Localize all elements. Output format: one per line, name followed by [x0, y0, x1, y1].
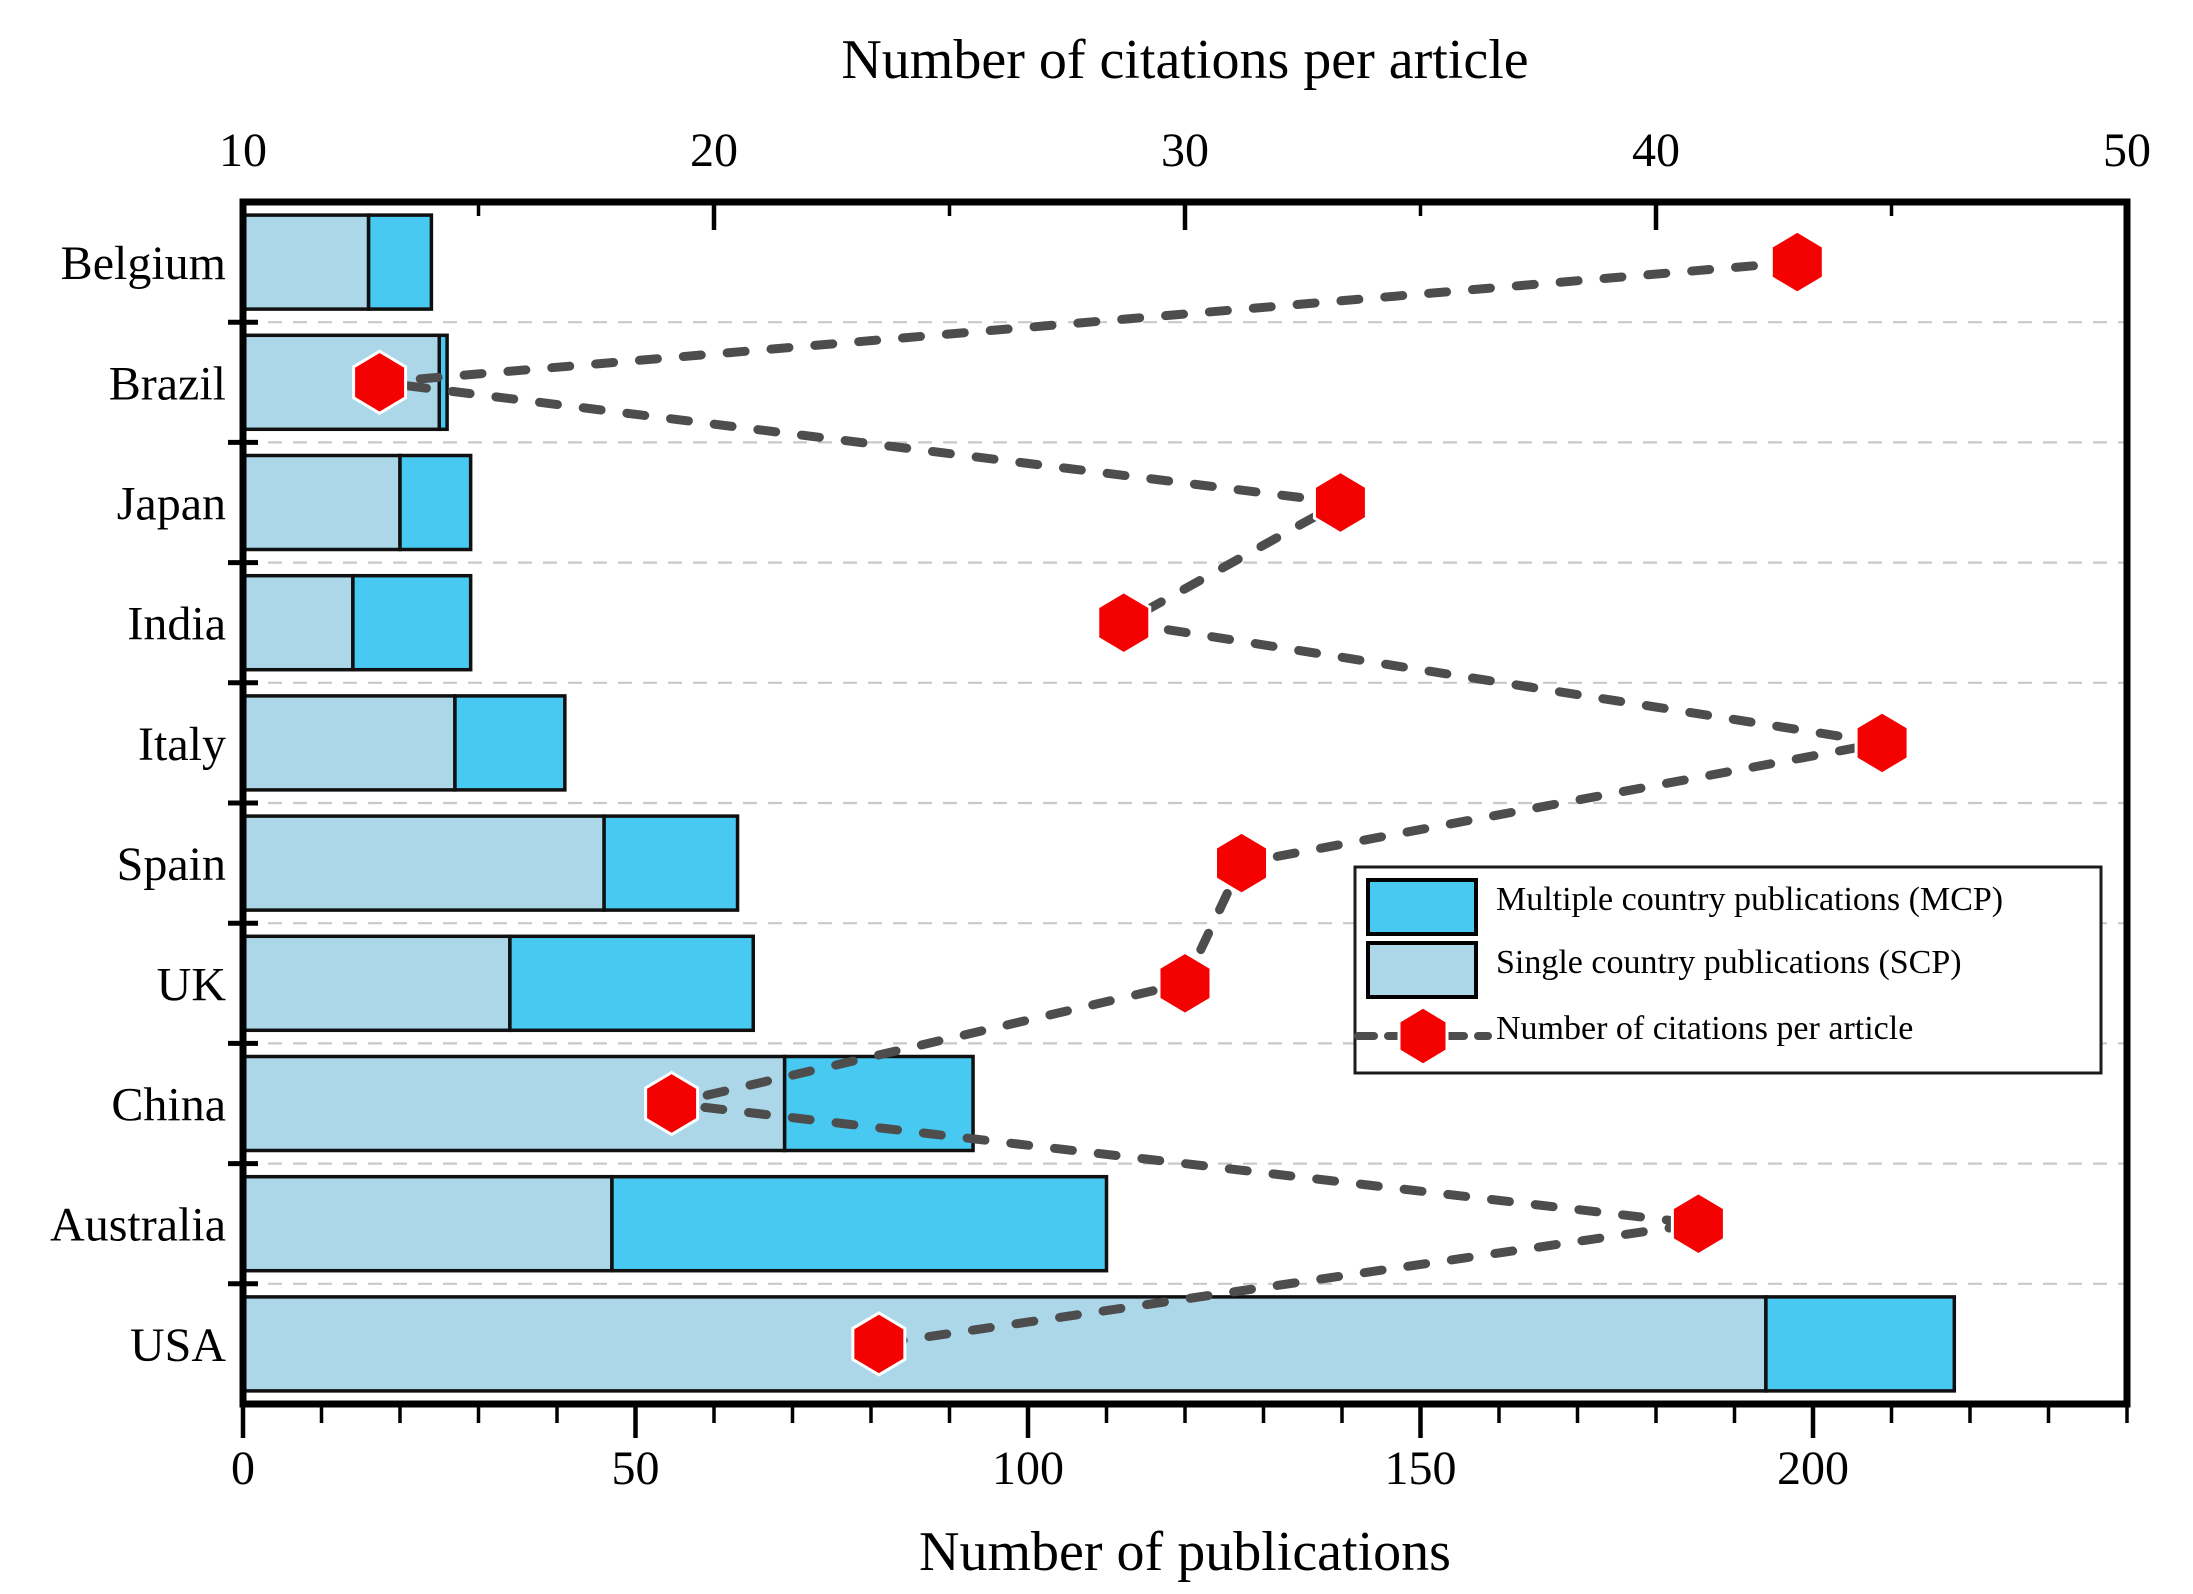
top-axis-tick-label: 20 [690, 124, 738, 177]
country-label-usa: USA [130, 1319, 226, 1372]
country-label-australia: Australia [50, 1199, 226, 1252]
legend-label-scp: Single country publications (SCP) [1496, 944, 1962, 981]
axes-layer [228, 198, 2131, 1438]
tick-and-category-labels-layer: 0 50 100 150 200 10 20 30 40 50 Belgium Brazil Japan… [50, 124, 2151, 1495]
citations-connector-layer [375, 257, 1887, 1349]
citation-marker-japan [1312, 469, 1368, 536]
top-axis-tick-label: 30 [1161, 124, 1209, 177]
bar-scp-italy [241, 694, 457, 792]
bottom-axis-tick-label: 150 [1385, 1442, 1457, 1495]
country-label-brazil: Brazil [109, 357, 226, 410]
country-label-uk: UK [157, 958, 227, 1011]
citation-marker-australia [1670, 1190, 1726, 1257]
legend-label-citations-marker: Number of citations per article [1496, 1010, 1913, 1047]
legend-swatch-scp [1366, 941, 1478, 999]
bottom-axis-tick-label: 0 [231, 1442, 255, 1495]
bar-scp-usa [241, 1295, 1768, 1393]
bar-mcp-india [351, 573, 473, 672]
country-label-china: China [111, 1079, 226, 1132]
bar-mcp-brazil [437, 333, 449, 432]
citation-marker-uk [1157, 950, 1213, 1017]
citation-marker-usa [851, 1311, 907, 1377]
bottom-axis-tick-label: 200 [1777, 1442, 1849, 1495]
legend-citations-marker [1397, 1005, 1449, 1067]
bar-mcp-spain [602, 814, 740, 912]
citation-marker-belgium [1769, 229, 1825, 295]
bar-scp-india [241, 573, 355, 672]
bar-mcp-usa [1764, 1295, 1957, 1393]
country-label-belgium: Belgium [61, 237, 226, 290]
bar-mcp-italy [453, 694, 567, 792]
top-axis-tick-label: 40 [1632, 124, 1680, 177]
legend-swatch-mcp [1366, 878, 1478, 936]
citations-dashed-line [375, 257, 1887, 1349]
citation-marker-spain [1214, 830, 1270, 896]
bar-mcp-australia [610, 1174, 1109, 1273]
top-axis-tick-label: 10 [219, 124, 267, 177]
country-label-india: India [127, 598, 226, 651]
grid-layer [243, 321, 2127, 1285]
bar-mcp-japan [398, 453, 473, 552]
bottom-axis-tick-label: 50 [612, 1442, 660, 1495]
legend-layer: Multiple country publications (MCP) Singl… [1353, 865, 2103, 1075]
bars-layer [241, 213, 1957, 1393]
bar-scp-belgium [241, 213, 371, 311]
citation-marker-china [644, 1070, 700, 1137]
bar-scp-australia [241, 1174, 614, 1273]
citation-marker-india [1096, 589, 1152, 656]
country-label-italy: Italy [138, 718, 226, 771]
bar-scp-spain [241, 814, 606, 912]
top-axis-tick-label: 50 [2103, 124, 2151, 177]
bar-scp-japan [241, 453, 402, 552]
bar-mcp-uk [508, 934, 755, 1033]
citation-marker-italy [1854, 710, 1910, 776]
bar-mcp-belgium [366, 213, 434, 311]
citation-marker-brazil [352, 349, 408, 416]
citations-markers-layer [352, 229, 1910, 1377]
country-label-japan: Japan [117, 478, 226, 531]
country-label-spain: Spain [117, 838, 226, 891]
bar-scp-uk [241, 934, 512, 1033]
top-axis-title: Number of citations per article [841, 29, 1528, 91]
bottom-axis-tick-label: 100 [992, 1442, 1064, 1495]
bottom-axis-title: Number of publications [919, 1521, 1451, 1583]
legend-label-mcp: Multiple country publications (MCP) [1496, 881, 2003, 918]
